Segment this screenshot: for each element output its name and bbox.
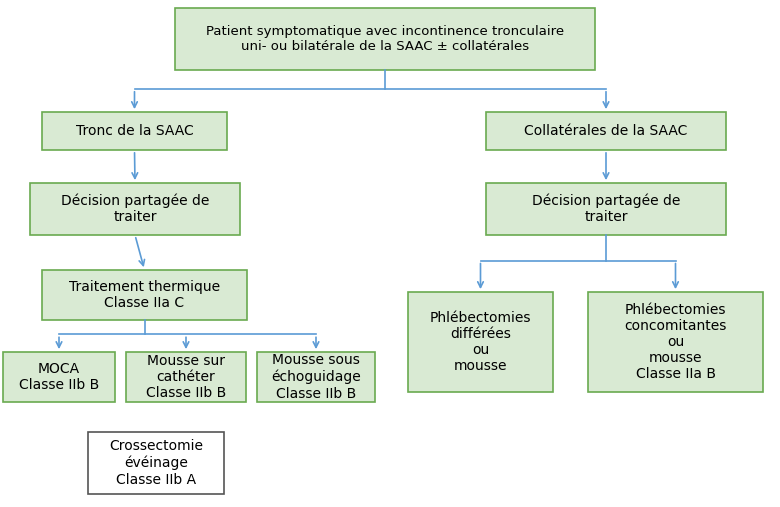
FancyBboxPatch shape <box>30 183 240 235</box>
Text: Collatérales de la SAAC: Collatérales de la SAAC <box>524 124 688 138</box>
FancyBboxPatch shape <box>486 112 726 150</box>
Text: Mousse sur
cathéter
Classe IIb B: Mousse sur cathéter Classe IIb B <box>146 354 226 400</box>
FancyBboxPatch shape <box>408 292 553 392</box>
FancyBboxPatch shape <box>257 352 375 402</box>
Text: Décision partagée de
traiter: Décision partagée de traiter <box>61 194 209 225</box>
Text: Patient symptomatique avec incontinence tronculaire
uni- ou bilatérale de la SAA: Patient symptomatique avec incontinence … <box>206 25 564 53</box>
Text: Mousse sous
échoguidage
Classe IIb B: Mousse sous échoguidage Classe IIb B <box>271 353 361 401</box>
Text: Phlébectomies
différées
ou
mousse: Phlébectomies différées ou mousse <box>430 311 531 373</box>
FancyBboxPatch shape <box>42 112 227 150</box>
Text: Décision partagée de
traiter: Décision partagée de traiter <box>532 194 680 225</box>
Text: MOCA
Classe IIb B: MOCA Classe IIb B <box>19 362 99 392</box>
FancyBboxPatch shape <box>88 432 224 494</box>
FancyBboxPatch shape <box>42 270 247 320</box>
Text: Traitement thermique
Classe IIa C: Traitement thermique Classe IIa C <box>69 280 220 310</box>
Text: Crossectomie
évéinage
Classe IIb A: Crossectomie évéinage Classe IIb A <box>109 440 203 487</box>
Text: Phlébectomies
concomitantes
ou
mousse
Classe IIa B: Phlébectomies concomitantes ou mousse Cl… <box>624 303 727 381</box>
FancyBboxPatch shape <box>126 352 246 402</box>
FancyBboxPatch shape <box>486 183 726 235</box>
FancyBboxPatch shape <box>175 8 595 70</box>
FancyBboxPatch shape <box>588 292 763 392</box>
Text: Tronc de la SAAC: Tronc de la SAAC <box>76 124 193 138</box>
FancyBboxPatch shape <box>3 352 115 402</box>
